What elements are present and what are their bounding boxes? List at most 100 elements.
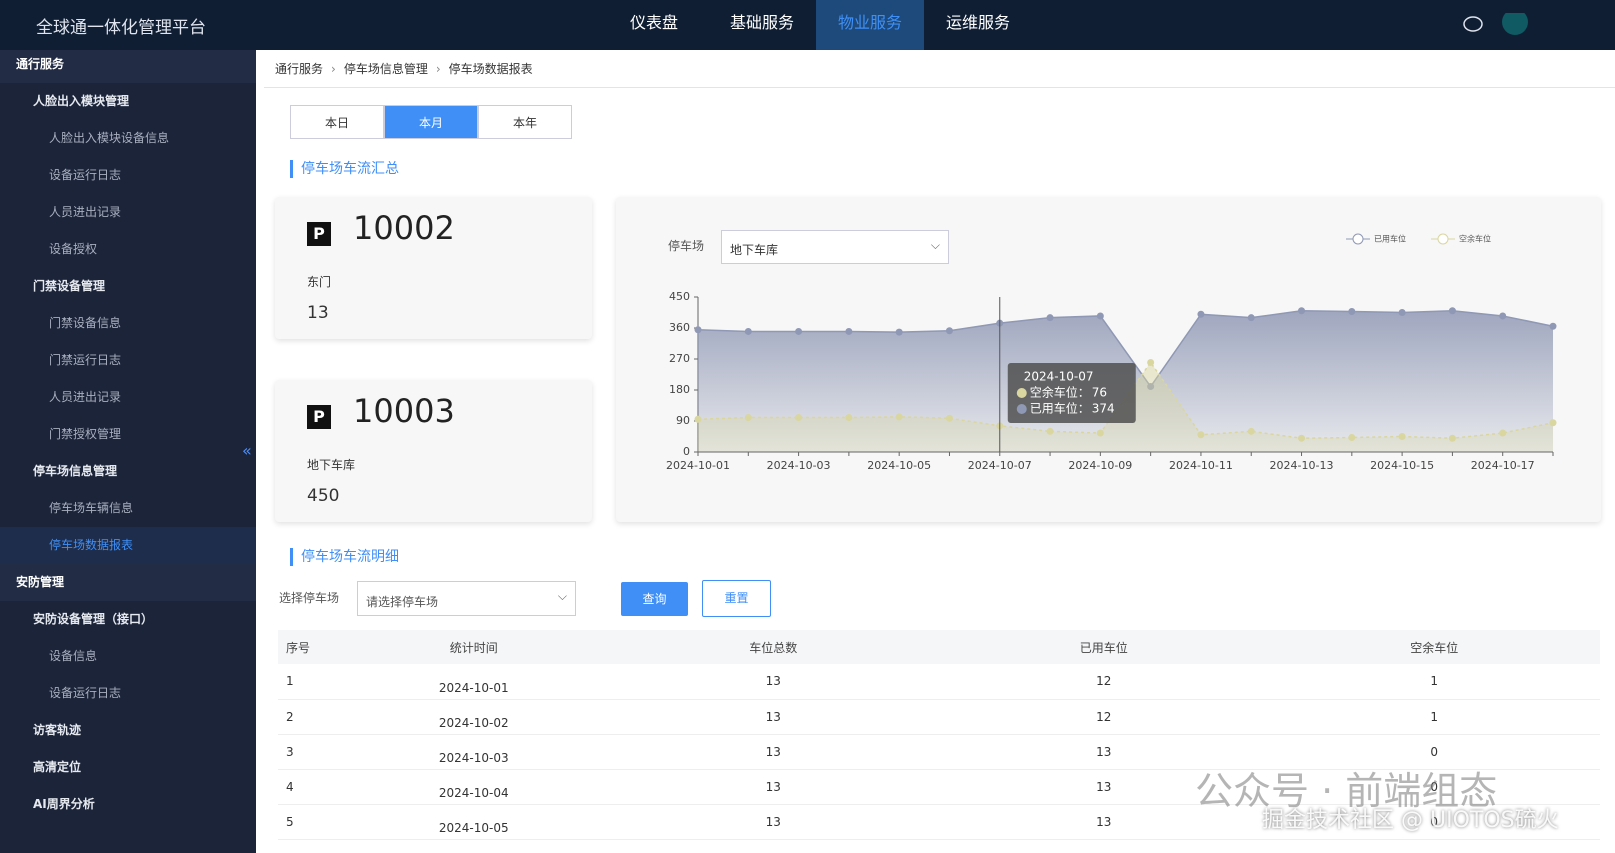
tooltip-title: 2024-10-07 — [1024, 370, 1094, 384]
tooltip-label: 空余车位： — [1030, 385, 1090, 400]
cell: 3 — [286, 744, 294, 759]
crumb[interactable]: 停车场信息管理 — [343, 62, 428, 76]
menu-item[interactable]: 设备授权 — [49, 242, 98, 256]
cell: 2 — [286, 709, 294, 724]
menu-item[interactable]: 高清定位 — [33, 760, 82, 774]
placeholder: 请选择停车场 — [366, 595, 439, 609]
point — [795, 327, 803, 335]
point — [1298, 307, 1306, 315]
cell: 13 — [765, 814, 781, 829]
watermark: 掘金技术社区 @ UIOTOS硫火 — [1262, 808, 1559, 833]
menu-item[interactable]: 安防管理 — [0, 564, 256, 601]
table-row[interactable]: 3 2024-10-03 13 13 0 — [278, 734, 1600, 769]
tab[interactable]: 本月 — [384, 105, 478, 139]
menu-item[interactable]: 设备运行日志 — [49, 168, 122, 182]
nav-item[interactable]: 基础服务 — [729, 13, 794, 32]
menu-item[interactable]: 安防设备管理（接口） — [33, 612, 154, 626]
data-table: 序号 统计时间 车位总数 已用车位 空余车位 1 2024-10-01 13 12 1 2 2024-… — [278, 630, 1600, 840]
x-tick-label: 2024-10-07 — [968, 459, 1032, 472]
section-title: 停车场车流明细 — [290, 548, 399, 566]
table-row[interactable]: 4 2024-10-04 13 13 0 — [278, 769, 1600, 804]
line — [697, 310, 1554, 388]
crumb[interactable]: 通行服务 — [275, 62, 324, 76]
point — [694, 326, 702, 334]
point — [1499, 429, 1507, 437]
menu-item[interactable]: 人脸出入模块管理 — [33, 94, 130, 108]
tooltip — [1007, 363, 1136, 423]
filter-label: 选择停车场 — [279, 591, 340, 605]
x-tick-label: 2024-10-05 — [867, 459, 931, 472]
menu-item[interactable]: 访客轨迹 — [33, 723, 82, 737]
point — [795, 414, 803, 422]
cell: 4 — [286, 779, 294, 794]
watermark: 公众号 · 前端组态 — [1195, 769, 1498, 813]
menu-item[interactable]: 门禁授权管理 — [49, 427, 122, 441]
menu-item[interactable]: 通行服务 — [0, 50, 256, 83]
card-value: 13 — [307, 303, 329, 323]
point — [1398, 309, 1406, 316]
menu-item[interactable]: 人脸出入模块设备信息 — [49, 131, 170, 145]
point — [694, 415, 702, 423]
point — [1448, 434, 1456, 442]
point — [1549, 419, 1557, 427]
parking-select[interactable]: 请选择停车场 ⌵ — [357, 581, 576, 616]
x-tick-label: 2024-10-03 — [767, 459, 831, 472]
tooltip-value: 374 — [1092, 402, 1115, 416]
menu-item[interactable]: 停车场车辆信息 — [49, 501, 134, 515]
query-button[interactable]: 查询 — [621, 582, 688, 616]
point — [1298, 434, 1306, 442]
tab[interactable]: 本年 — [478, 105, 572, 139]
card-id: 10002 — [353, 209, 455, 247]
crumb[interactable]: 停车场数据报表 — [448, 62, 533, 76]
menu-item[interactable]: 门禁设备信息 — [49, 316, 122, 330]
nav-item[interactable]: 物业服务 — [816, 0, 924, 50]
y-tick-label: 0 — [683, 445, 690, 458]
legend-marker — [1352, 233, 1364, 245]
point — [1549, 322, 1557, 330]
reset-button[interactable]: 重置 — [702, 580, 771, 617]
cell: 0 — [1430, 744, 1439, 759]
collapse-button[interactable]: « — [242, 430, 256, 472]
table-row[interactable]: 1 2024-10-01 13 12 1 — [278, 664, 1600, 699]
header-icons[interactable] — [1460, 13, 1530, 41]
cell: 13 — [1096, 814, 1112, 829]
menu-item[interactable]: AI周界分析 — [33, 797, 95, 811]
sidebar: 通行服务人脸出入模块管理人脸出入模块设备信息 设备运行日志 人员进出记录 设备授权门禁… — [0, 50, 256, 853]
menu-item[interactable]: 设备运行日志 — [49, 686, 122, 700]
cell: 5 — [286, 814, 294, 829]
card-name: 地下车库 — [307, 458, 356, 472]
table-row[interactable]: 5 2024-10-05 13 13 0 — [278, 804, 1600, 839]
menu-item[interactable]: 停车场信息管理 — [33, 464, 118, 478]
point — [1096, 312, 1104, 320]
cell: 2024-10-04 — [438, 786, 509, 800]
point — [1046, 314, 1054, 322]
menu-item[interactable]: 人员进出记录 — [49, 390, 122, 404]
menu-item[interactable]: 停车场数据报表 — [0, 527, 256, 564]
table-row[interactable]: 2 2024-10-02 13 12 1 — [278, 699, 1600, 734]
cell: 2024-10-03 — [438, 751, 509, 765]
menu-item[interactable]: 门禁运行日志 — [49, 353, 122, 367]
cell: 13 — [765, 744, 781, 759]
chart-filter-select[interactable]: 地下车库 ⌵ — [721, 230, 949, 264]
column-header: 已用车位 — [1079, 640, 1128, 655]
menu-item[interactable]: 人员进出记录 — [49, 205, 122, 219]
point — [1197, 431, 1205, 439]
point — [1348, 434, 1356, 442]
column-header: 车位总数 — [749, 640, 798, 655]
tab[interactable]: 本日 — [290, 105, 384, 139]
tooltip-dot — [1016, 388, 1027, 398]
menu-item[interactable]: 门禁设备管理 — [33, 279, 106, 293]
cell: 12 — [1096, 709, 1112, 724]
cell: 0 — [1430, 814, 1439, 829]
point — [1247, 314, 1255, 322]
menu-item[interactable]: 设备信息 — [49, 649, 98, 663]
app-title: 全球通一体化管理平台 — [36, 18, 206, 38]
y-tick-label: 180 — [669, 383, 690, 396]
cell: 13 — [765, 674, 781, 689]
nav-item[interactable]: 仪表盘 — [629, 13, 678, 32]
x-tick-label: 2024-10-09 — [1068, 459, 1132, 472]
point — [1096, 429, 1104, 437]
separator: › — [435, 62, 441, 76]
nav-item[interactable]: 运维服务 — [945, 13, 1010, 32]
